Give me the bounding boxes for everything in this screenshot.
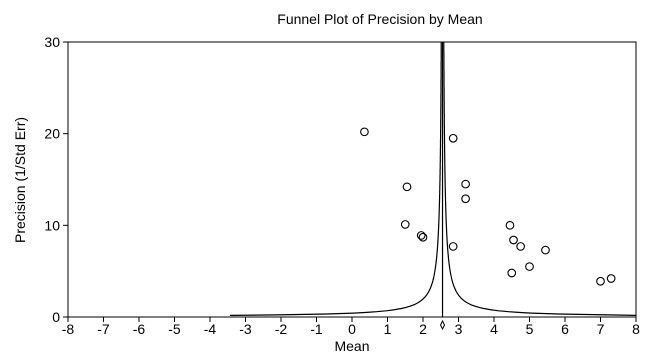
study-point [509, 235, 518, 245]
combined-mean-diamond [439, 319, 446, 331]
x-tick-label: -3 [239, 321, 252, 337]
plot-frame [67, 41, 637, 318]
study-point [418, 232, 428, 242]
study-point [360, 127, 369, 137]
x-tick-label: -8 [62, 321, 75, 337]
study-point [505, 220, 515, 230]
study-point [596, 276, 605, 286]
x-tick-label: -7 [97, 321, 110, 337]
study-point [400, 220, 410, 229]
study-point [516, 242, 525, 251]
x-tick-label: 2 [419, 321, 427, 337]
x-tick-label: -4 [204, 321, 217, 337]
y-tick-label: 20 [44, 126, 60, 142]
x-tick-label: 4 [490, 321, 498, 337]
x-tick-label: 6 [561, 321, 569, 337]
study-point [507, 268, 517, 278]
x-tick-label: 1 [384, 321, 392, 337]
x-tick-label: -6 [133, 321, 146, 337]
data-points [360, 127, 616, 286]
study-point [541, 245, 550, 255]
funnel-right-limit [443, 42, 637, 316]
study-point [461, 194, 470, 204]
study-point [606, 274, 616, 283]
study-point [416, 231, 426, 240]
study-point [448, 242, 458, 251]
x-tick-label: 7 [597, 321, 605, 337]
funnel-left-limit [229, 42, 442, 316]
x-tick-label: 0 [348, 321, 356, 337]
y-tick-label: 0 [52, 309, 60, 325]
study-point [402, 182, 412, 192]
study-point [461, 179, 470, 189]
x-axis-label: Mean [334, 338, 369, 354]
funnel-layer [229, 42, 637, 331]
y-tick-label: 10 [44, 217, 60, 233]
x-tick-label: 8 [632, 321, 640, 337]
x-tick-label: 3 [455, 321, 463, 337]
x-tick-label: -5 [168, 321, 181, 337]
y-tick-label: 30 [44, 34, 60, 50]
y-axis-ticks: 0 10 20 30 [44, 34, 68, 325]
chart-title: Funnel Plot of Precision by Mean [277, 11, 482, 27]
study-point [525, 262, 534, 271]
study-point [448, 133, 458, 143]
x-tick-label: -1 [310, 321, 323, 337]
x-tick-label: 5 [526, 321, 534, 337]
x-tick-label: -2 [275, 321, 288, 337]
x-axis-ticks: -8 -7 -6 -5 -4 -3 -2 -1 0 1 2 3 4 5 6 7 8 [62, 317, 640, 337]
y-axis-label: Precision (1/Std Err) [12, 117, 28, 243]
